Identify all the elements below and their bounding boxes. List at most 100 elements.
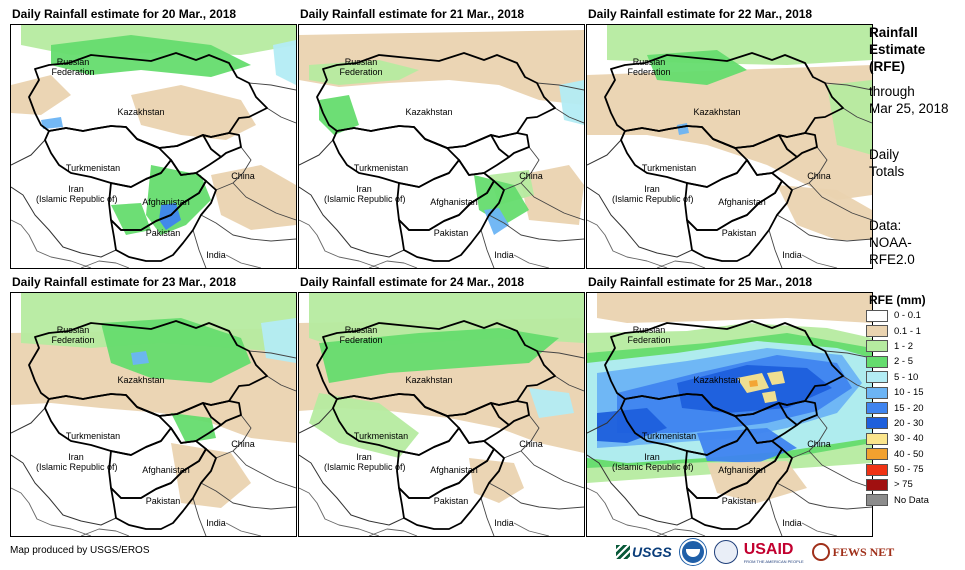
map-panel: Daily Rainfall estimate for 23 Mar., 201…: [10, 275, 297, 537]
legend-label: 5 - 10: [894, 371, 919, 383]
panel-title: Daily Rainfall estimate for 23 Mar., 201…: [12, 275, 237, 289]
fews-globe-icon: [811, 543, 830, 561]
border-line: [202, 132, 242, 158]
rainfall-area: [11, 75, 71, 115]
panel-title: Daily Rainfall estimate for 25 Mar., 201…: [588, 275, 813, 289]
caption-line: Daily: [869, 147, 900, 162]
border-line: [110, 180, 217, 262]
legend-swatch: [866, 402, 888, 415]
country-label: Federation: [627, 335, 671, 345]
legend-label: 2 - 5: [894, 356, 914, 368]
country-label: Pakistan: [433, 228, 469, 238]
usgs-stripes-icon: [616, 545, 630, 559]
country-label: India: [206, 250, 226, 260]
legend-swatch: [866, 386, 888, 399]
rainfall-area: [777, 185, 872, 240]
rainfall-area: [101, 318, 251, 383]
rainfall-area: [299, 30, 584, 105]
rainfall-area: [131, 85, 256, 140]
legend-label: 0.1 - 1: [894, 325, 921, 337]
country-label: India: [782, 250, 802, 260]
country-borders: [587, 320, 872, 536]
country-label: Afghanistan: [718, 465, 766, 475]
caption-line: (RFE): [869, 59, 905, 74]
country-label: Turkmenistan: [65, 431, 121, 441]
country-borders: [11, 320, 296, 536]
rainfall-area: [51, 35, 251, 77]
country-label: Pakistan: [433, 496, 469, 506]
border-line: [587, 219, 838, 268]
border-line: [768, 214, 872, 268]
legend-swatch: [866, 309, 888, 322]
border-line: [480, 214, 584, 268]
rainfall-map: Russian Federation Kazakhstan Turkmenistan C…: [586, 24, 873, 269]
legend-title: RFE (mm): [869, 293, 926, 307]
country-label: Federation: [51, 67, 95, 77]
legend-item: 30 - 40: [866, 431, 965, 446]
country-label: (Islamic Republic of): [36, 462, 118, 472]
legend-item: > 75: [866, 477, 965, 492]
border-line: [299, 219, 550, 268]
usaid-logo: USAID FROM THE AMERICAN PEOPLE: [743, 540, 804, 564]
legend-label: 1 - 2: [894, 340, 914, 352]
usgs-logo: USGS: [616, 544, 672, 560]
country-label: China: [231, 171, 255, 181]
country-label: Afghanistan: [430, 197, 478, 207]
panel-title: Daily Rainfall estimate for 22 Mar., 201…: [588, 7, 813, 21]
rainfall-area: [211, 165, 296, 230]
country-label: Pakistan: [721, 228, 757, 238]
rainfall-area: [762, 391, 777, 403]
country-label: Russian: [344, 57, 378, 67]
legend-swatch: [866, 494, 888, 507]
caption-line: Data:: [869, 218, 902, 233]
country-label: Iran: [644, 184, 660, 194]
caption-line: Mar 25, 2018: [869, 101, 949, 116]
country-label: Federation: [51, 335, 95, 345]
legend-swatch: [866, 432, 888, 445]
caption-line: Rainfall: [869, 25, 918, 40]
rainfall-area: [309, 393, 419, 458]
country-label: (Islamic Republic of): [36, 194, 118, 204]
legend-item: 15 - 20: [866, 400, 965, 415]
country-label: Federation: [339, 335, 383, 345]
country-label: (Islamic Republic of): [612, 194, 694, 204]
legend-label: 15 - 20: [894, 402, 924, 414]
country-label: Iran: [356, 452, 372, 462]
legend-item: 10 - 15: [866, 385, 965, 400]
rainfall-map-svg: [11, 25, 296, 268]
fews-net-logo: FEWS NET: [811, 543, 894, 561]
rainfall-field: [11, 293, 296, 508]
rainfall-area: [273, 40, 296, 85]
rainfall-area: [319, 328, 559, 383]
border-line: [215, 350, 296, 489]
rainfall-map: Russian Federation Kazakhstan Turkmenistan C…: [10, 24, 297, 269]
rainfall-map-svg: [11, 293, 296, 536]
rainfall-area: [41, 117, 63, 129]
legend-swatch: [866, 463, 888, 476]
legend-swatch: [866, 340, 888, 353]
legend-label: 40 - 50: [894, 448, 924, 460]
rainfall-field: [587, 293, 872, 503]
border-line: [192, 214, 296, 268]
legend-swatch: [866, 371, 888, 384]
border-line: [110, 448, 217, 530]
caption-line: NOAA-: [869, 235, 912, 250]
border-line: [480, 482, 584, 536]
rainfall-area: [697, 428, 797, 463]
seal-logo-icon: [713, 540, 738, 564]
rainfall-map: Russian Federation Kazakhstan Turkmenistan C…: [298, 24, 585, 269]
legend-label: 50 - 75: [894, 464, 924, 476]
legend-label: 10 - 15: [894, 387, 924, 399]
country-borders: [299, 320, 584, 536]
country-label: Kazakhstan: [405, 107, 453, 117]
country-label: China: [231, 439, 255, 449]
rainfall-area: [587, 65, 872, 200]
rainfall-area: [171, 443, 251, 508]
border-line: [503, 350, 584, 489]
country-label: Russian: [632, 57, 666, 67]
rainfall-area: [749, 380, 758, 387]
country-label: China: [807, 439, 831, 449]
rainfall-area: [559, 80, 584, 125]
legend-label: 0 - 0.1: [894, 310, 921, 322]
legend-swatch: [866, 325, 888, 338]
